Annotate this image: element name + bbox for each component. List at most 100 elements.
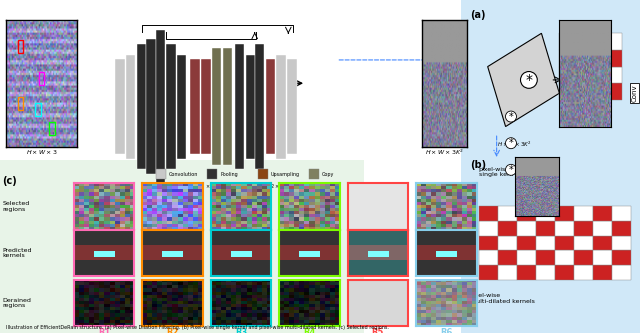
X-axis label: $H\times W\times 3K^2$: $H\times W\times 3K^2$: [426, 148, 464, 157]
Bar: [156, 169, 166, 179]
Text: Convolution: Convolution: [169, 171, 198, 176]
Bar: [156, 30, 165, 183]
Text: $\times512$: $\times512$: [232, 182, 246, 190]
Text: Selected
regions: Selected regions: [3, 201, 29, 212]
Bar: [559, 33, 572, 50]
X-axis label: R1: R1: [98, 328, 110, 333]
Bar: [146, 39, 156, 174]
Text: *: *: [525, 73, 532, 87]
Bar: [177, 55, 186, 159]
Text: Predicted
kernels: Predicted kernels: [3, 248, 32, 258]
Bar: [536, 236, 555, 250]
Text: $H\times W\times 3K^2$: $H\times W\times 3K^2$: [497, 140, 532, 149]
Text: Derained
regions: Derained regions: [3, 298, 31, 308]
Bar: [609, 50, 622, 67]
Text: pixel-wise
multi-dilated kernels: pixel-wise multi-dilated kernels: [470, 293, 534, 304]
Bar: [479, 265, 498, 280]
Bar: [572, 67, 584, 83]
Text: *: *: [509, 138, 513, 148]
Bar: [479, 250, 498, 265]
Bar: [266, 59, 275, 154]
X-axis label: R5: R5: [372, 328, 384, 333]
Bar: [207, 169, 218, 179]
Bar: [258, 169, 268, 179]
Bar: [246, 55, 255, 159]
Bar: [223, 48, 232, 166]
Bar: [166, 44, 175, 169]
Bar: [137, 44, 146, 169]
Bar: [593, 265, 612, 280]
Text: Illustration of EfficientDeRain structure. (a) Pixel-wise Dilation Filtering. (b: Illustration of EfficientDeRain structur…: [6, 325, 389, 330]
Bar: [612, 221, 631, 236]
Bar: [35, 104, 41, 116]
Bar: [235, 44, 244, 169]
Bar: [555, 265, 574, 280]
Bar: [0, 160, 364, 333]
Bar: [517, 206, 536, 221]
Bar: [574, 221, 593, 236]
Bar: [574, 236, 593, 250]
Text: Upsampling: Upsampling: [271, 171, 300, 176]
Bar: [597, 33, 609, 50]
Bar: [517, 250, 536, 265]
Text: $\times256$: $\times256$: [275, 182, 289, 190]
Bar: [559, 50, 572, 67]
Text: $\times3K^2$: $\times3K^2$: [291, 180, 305, 190]
Bar: [479, 221, 498, 236]
Bar: [584, 83, 597, 100]
Bar: [536, 250, 555, 265]
Text: $\times512$: $\times512$: [205, 182, 220, 190]
Text: *: *: [509, 165, 513, 175]
Bar: [479, 236, 498, 250]
Text: $\times64$: $\times64$: [123, 182, 134, 190]
Text: $\times256$: $\times256$: [175, 182, 190, 190]
Polygon shape: [488, 33, 559, 127]
Text: $\times512$: $\times512$: [260, 182, 275, 190]
Text: (c): (c): [3, 176, 17, 186]
X-axis label: R6: R6: [440, 328, 452, 333]
Bar: [201, 59, 211, 154]
Text: Pooling: Pooling: [220, 171, 238, 176]
Bar: [498, 265, 517, 280]
Bar: [572, 50, 584, 67]
Bar: [18, 40, 23, 53]
Bar: [593, 206, 612, 221]
Bar: [609, 67, 622, 83]
Bar: [574, 206, 593, 221]
Bar: [555, 236, 574, 250]
Bar: [498, 221, 517, 236]
Bar: [115, 59, 125, 154]
Text: Copy: Copy: [322, 171, 335, 176]
Bar: [572, 33, 584, 50]
X-axis label: $H \times W \times 3$: $H \times W \times 3$: [26, 148, 58, 156]
Bar: [612, 265, 631, 280]
Bar: [517, 221, 536, 236]
Bar: [559, 67, 572, 83]
Bar: [517, 265, 536, 280]
Bar: [593, 236, 612, 250]
Bar: [597, 83, 609, 100]
Bar: [212, 48, 221, 166]
Bar: [593, 250, 612, 265]
Bar: [18, 97, 23, 110]
Text: Conv: Conv: [632, 85, 637, 102]
X-axis label: R3: R3: [235, 328, 247, 333]
Bar: [597, 50, 609, 67]
Text: (b): (b): [470, 160, 486, 170]
Bar: [609, 33, 622, 50]
Bar: [612, 236, 631, 250]
Text: *: *: [509, 112, 513, 122]
Bar: [536, 265, 555, 280]
Bar: [536, 206, 555, 221]
Bar: [574, 250, 593, 265]
Bar: [255, 44, 264, 169]
Bar: [574, 265, 593, 280]
Bar: [584, 67, 597, 83]
Bar: [49, 123, 55, 135]
X-axis label: R4: R4: [303, 328, 316, 333]
Bar: [609, 83, 622, 100]
Bar: [287, 59, 297, 154]
Bar: [276, 55, 286, 159]
Bar: [536, 221, 555, 236]
Bar: [498, 250, 517, 265]
